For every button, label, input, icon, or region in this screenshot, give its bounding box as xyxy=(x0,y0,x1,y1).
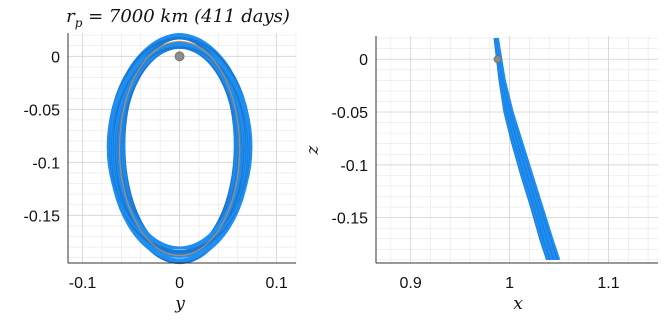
plot-area-left xyxy=(106,33,253,265)
x-tick-label: -0.1 xyxy=(69,275,97,292)
y-tick-label: -0.05 xyxy=(24,102,61,119)
panel-x-z-view: 0.9 1 1.1 0 -0.05 -0.1 -0.15 x z xyxy=(303,36,658,314)
body-marker xyxy=(174,51,185,62)
y-axis-label-right: z xyxy=(303,144,323,155)
axes-right xyxy=(375,36,658,264)
x-tick-label: 0 xyxy=(175,275,184,292)
x-tick-labels-left: -0.1 0 0.1 xyxy=(69,275,288,292)
body-marker xyxy=(493,55,502,64)
orbit-trajectory xyxy=(496,37,561,261)
x-tick-label: 1.1 xyxy=(597,275,619,292)
x-axis-label-right: x xyxy=(513,294,523,314)
chart-title: rp = 7000 km (411 days) xyxy=(66,6,290,30)
orbit-trajectory xyxy=(106,43,253,250)
x-tick-label: 0.1 xyxy=(265,275,287,292)
y-tick-labels-right: 0 -0.05 -0.1 -0.15 xyxy=(332,52,369,227)
panel-y-z-view: -0.1 0 0.1 0 -0.05 -0.1 -0.15 rp = 7000 km (4… xyxy=(24,6,297,314)
x-tick-label: 1 xyxy=(505,275,514,292)
y-tick-label: -0.05 xyxy=(332,105,369,122)
y-tick-labels-left: 0 -0.05 -0.1 -0.15 xyxy=(24,49,61,225)
axes-left xyxy=(67,33,296,264)
grid-right xyxy=(376,36,658,263)
x-axis-label-left: y xyxy=(174,294,185,314)
y-tick-label: -0.1 xyxy=(32,155,60,172)
title-symbol: r xyxy=(66,6,76,27)
x-tick-labels-right: 0.9 1 1.1 xyxy=(400,275,620,292)
y-tick-label: -0.15 xyxy=(24,208,61,225)
x-tick-label: 0.9 xyxy=(400,275,422,292)
y-tick-label: -0.1 xyxy=(340,158,368,175)
y-tick-label: -0.15 xyxy=(332,211,369,228)
y-tick-label: 0 xyxy=(51,49,60,66)
title-subscript: p xyxy=(75,16,83,30)
y-tick-label: 0 xyxy=(359,52,368,69)
reference-orbit xyxy=(118,40,241,257)
grid-left xyxy=(68,33,297,263)
title-text: = 7000 km (411 days) xyxy=(82,6,290,27)
plot-area-right xyxy=(493,37,561,261)
